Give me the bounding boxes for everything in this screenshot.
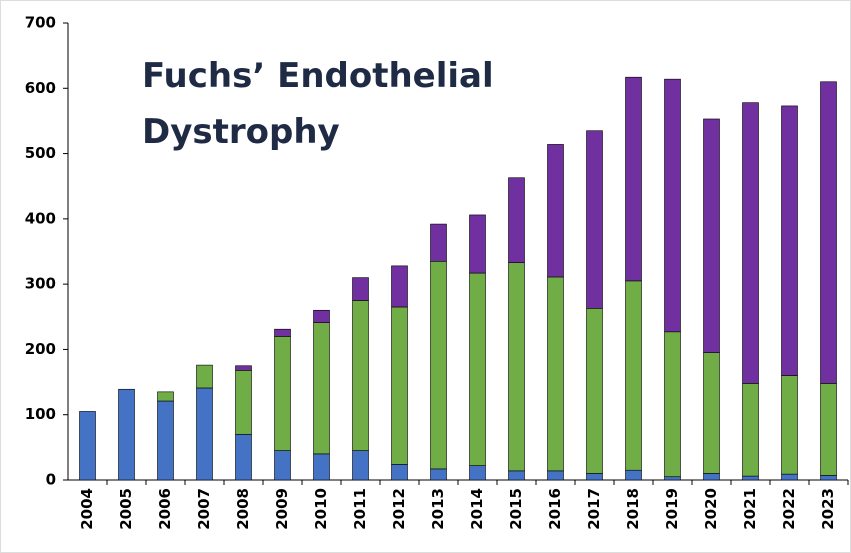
bar-segment bbox=[274, 336, 291, 451]
x-tick-label: 2009 bbox=[273, 488, 291, 530]
bar-segment bbox=[469, 272, 486, 466]
y-tick-label: 300 bbox=[25, 275, 56, 293]
x-tick-label: 2021 bbox=[741, 488, 759, 530]
bar-segment bbox=[508, 470, 525, 481]
x-tick-label: 2015 bbox=[507, 488, 525, 530]
bar-segment bbox=[157, 400, 174, 481]
bar-segment bbox=[313, 453, 330, 481]
bar-segment bbox=[547, 276, 564, 472]
bar-segment bbox=[508, 262, 525, 472]
bar-segment bbox=[391, 306, 408, 465]
bar-segment bbox=[703, 352, 720, 474]
bar-segment bbox=[235, 433, 252, 481]
bar-segment bbox=[118, 388, 135, 481]
x-tick-label: 2006 bbox=[156, 488, 174, 530]
bar-segment bbox=[391, 265, 408, 308]
chart-title: Fuchs’ Endothelial Dystrophy bbox=[142, 56, 494, 152]
x-tick-label: 2017 bbox=[585, 488, 603, 530]
bar-segment bbox=[625, 76, 642, 282]
x-tick-label: 2020 bbox=[702, 488, 720, 530]
bar-segment bbox=[352, 277, 369, 301]
x-tick-label: 2013 bbox=[429, 488, 447, 530]
bar-segment bbox=[781, 105, 798, 376]
bar-segment bbox=[430, 468, 447, 481]
y-tick-label: 500 bbox=[25, 144, 56, 162]
x-tick-label: 2012 bbox=[390, 488, 408, 530]
y-tick-label: 600 bbox=[25, 79, 56, 97]
bar-segment bbox=[742, 475, 759, 481]
bar-segment bbox=[664, 476, 681, 481]
bar-segment bbox=[352, 450, 369, 481]
y-tick-label: 400 bbox=[25, 209, 56, 227]
bar-segment bbox=[469, 214, 486, 274]
bar-segment bbox=[235, 365, 252, 371]
bar-segment bbox=[820, 383, 837, 476]
y-tick-label: 0 bbox=[46, 471, 56, 489]
bar-segment bbox=[313, 309, 330, 323]
bar-segment bbox=[352, 300, 369, 451]
x-tick-label: 2010 bbox=[312, 488, 330, 530]
bar-segment bbox=[625, 280, 642, 471]
bar-segment bbox=[508, 177, 525, 263]
bar-segment bbox=[742, 383, 759, 477]
x-tick-label: 2016 bbox=[546, 488, 564, 530]
bar-segment bbox=[430, 260, 447, 470]
x-tick-label: 2004 bbox=[78, 488, 96, 530]
bar-segment bbox=[820, 81, 837, 384]
x-tick-label: 2008 bbox=[234, 488, 252, 530]
bar-segment bbox=[664, 331, 681, 478]
bar-segment bbox=[274, 450, 291, 481]
bar-segment bbox=[313, 322, 330, 455]
bar-segment bbox=[274, 328, 291, 337]
bar-segment bbox=[781, 473, 798, 481]
bar-segment bbox=[586, 130, 603, 309]
bar-segment bbox=[703, 473, 720, 481]
bar-segment bbox=[625, 469, 642, 481]
bar-segment bbox=[430, 223, 447, 262]
bar-segment bbox=[235, 370, 252, 435]
y-tick-label: 100 bbox=[25, 405, 56, 423]
bar-segment bbox=[196, 364, 213, 389]
bar-segment bbox=[703, 118, 720, 353]
bar-segment bbox=[196, 387, 213, 481]
x-tick-label: 2023 bbox=[819, 488, 837, 530]
x-tick-label: 2014 bbox=[468, 488, 486, 530]
bar-segment bbox=[664, 78, 681, 333]
x-tick-label: 2011 bbox=[351, 488, 369, 530]
bar-segment bbox=[781, 375, 798, 475]
bar-segment bbox=[391, 464, 408, 481]
x-tick-label: 2007 bbox=[195, 488, 213, 530]
x-tick-label: 2005 bbox=[117, 488, 135, 530]
bar-segment bbox=[586, 307, 603, 474]
y-tick-label: 700 bbox=[25, 14, 56, 32]
y-tick-label: 200 bbox=[25, 340, 56, 358]
bar-segment bbox=[820, 475, 837, 481]
bar-segment bbox=[742, 102, 759, 384]
bar-segment bbox=[157, 391, 174, 402]
x-tick-label: 2018 bbox=[624, 488, 642, 530]
x-tick-label: 2022 bbox=[780, 488, 798, 530]
bar-segment bbox=[79, 411, 96, 481]
x-tick-label: 2019 bbox=[663, 488, 681, 530]
bar-segment bbox=[586, 473, 603, 481]
bar-segment bbox=[547, 470, 564, 481]
bar-segment bbox=[547, 144, 564, 278]
bar-segment bbox=[469, 465, 486, 481]
